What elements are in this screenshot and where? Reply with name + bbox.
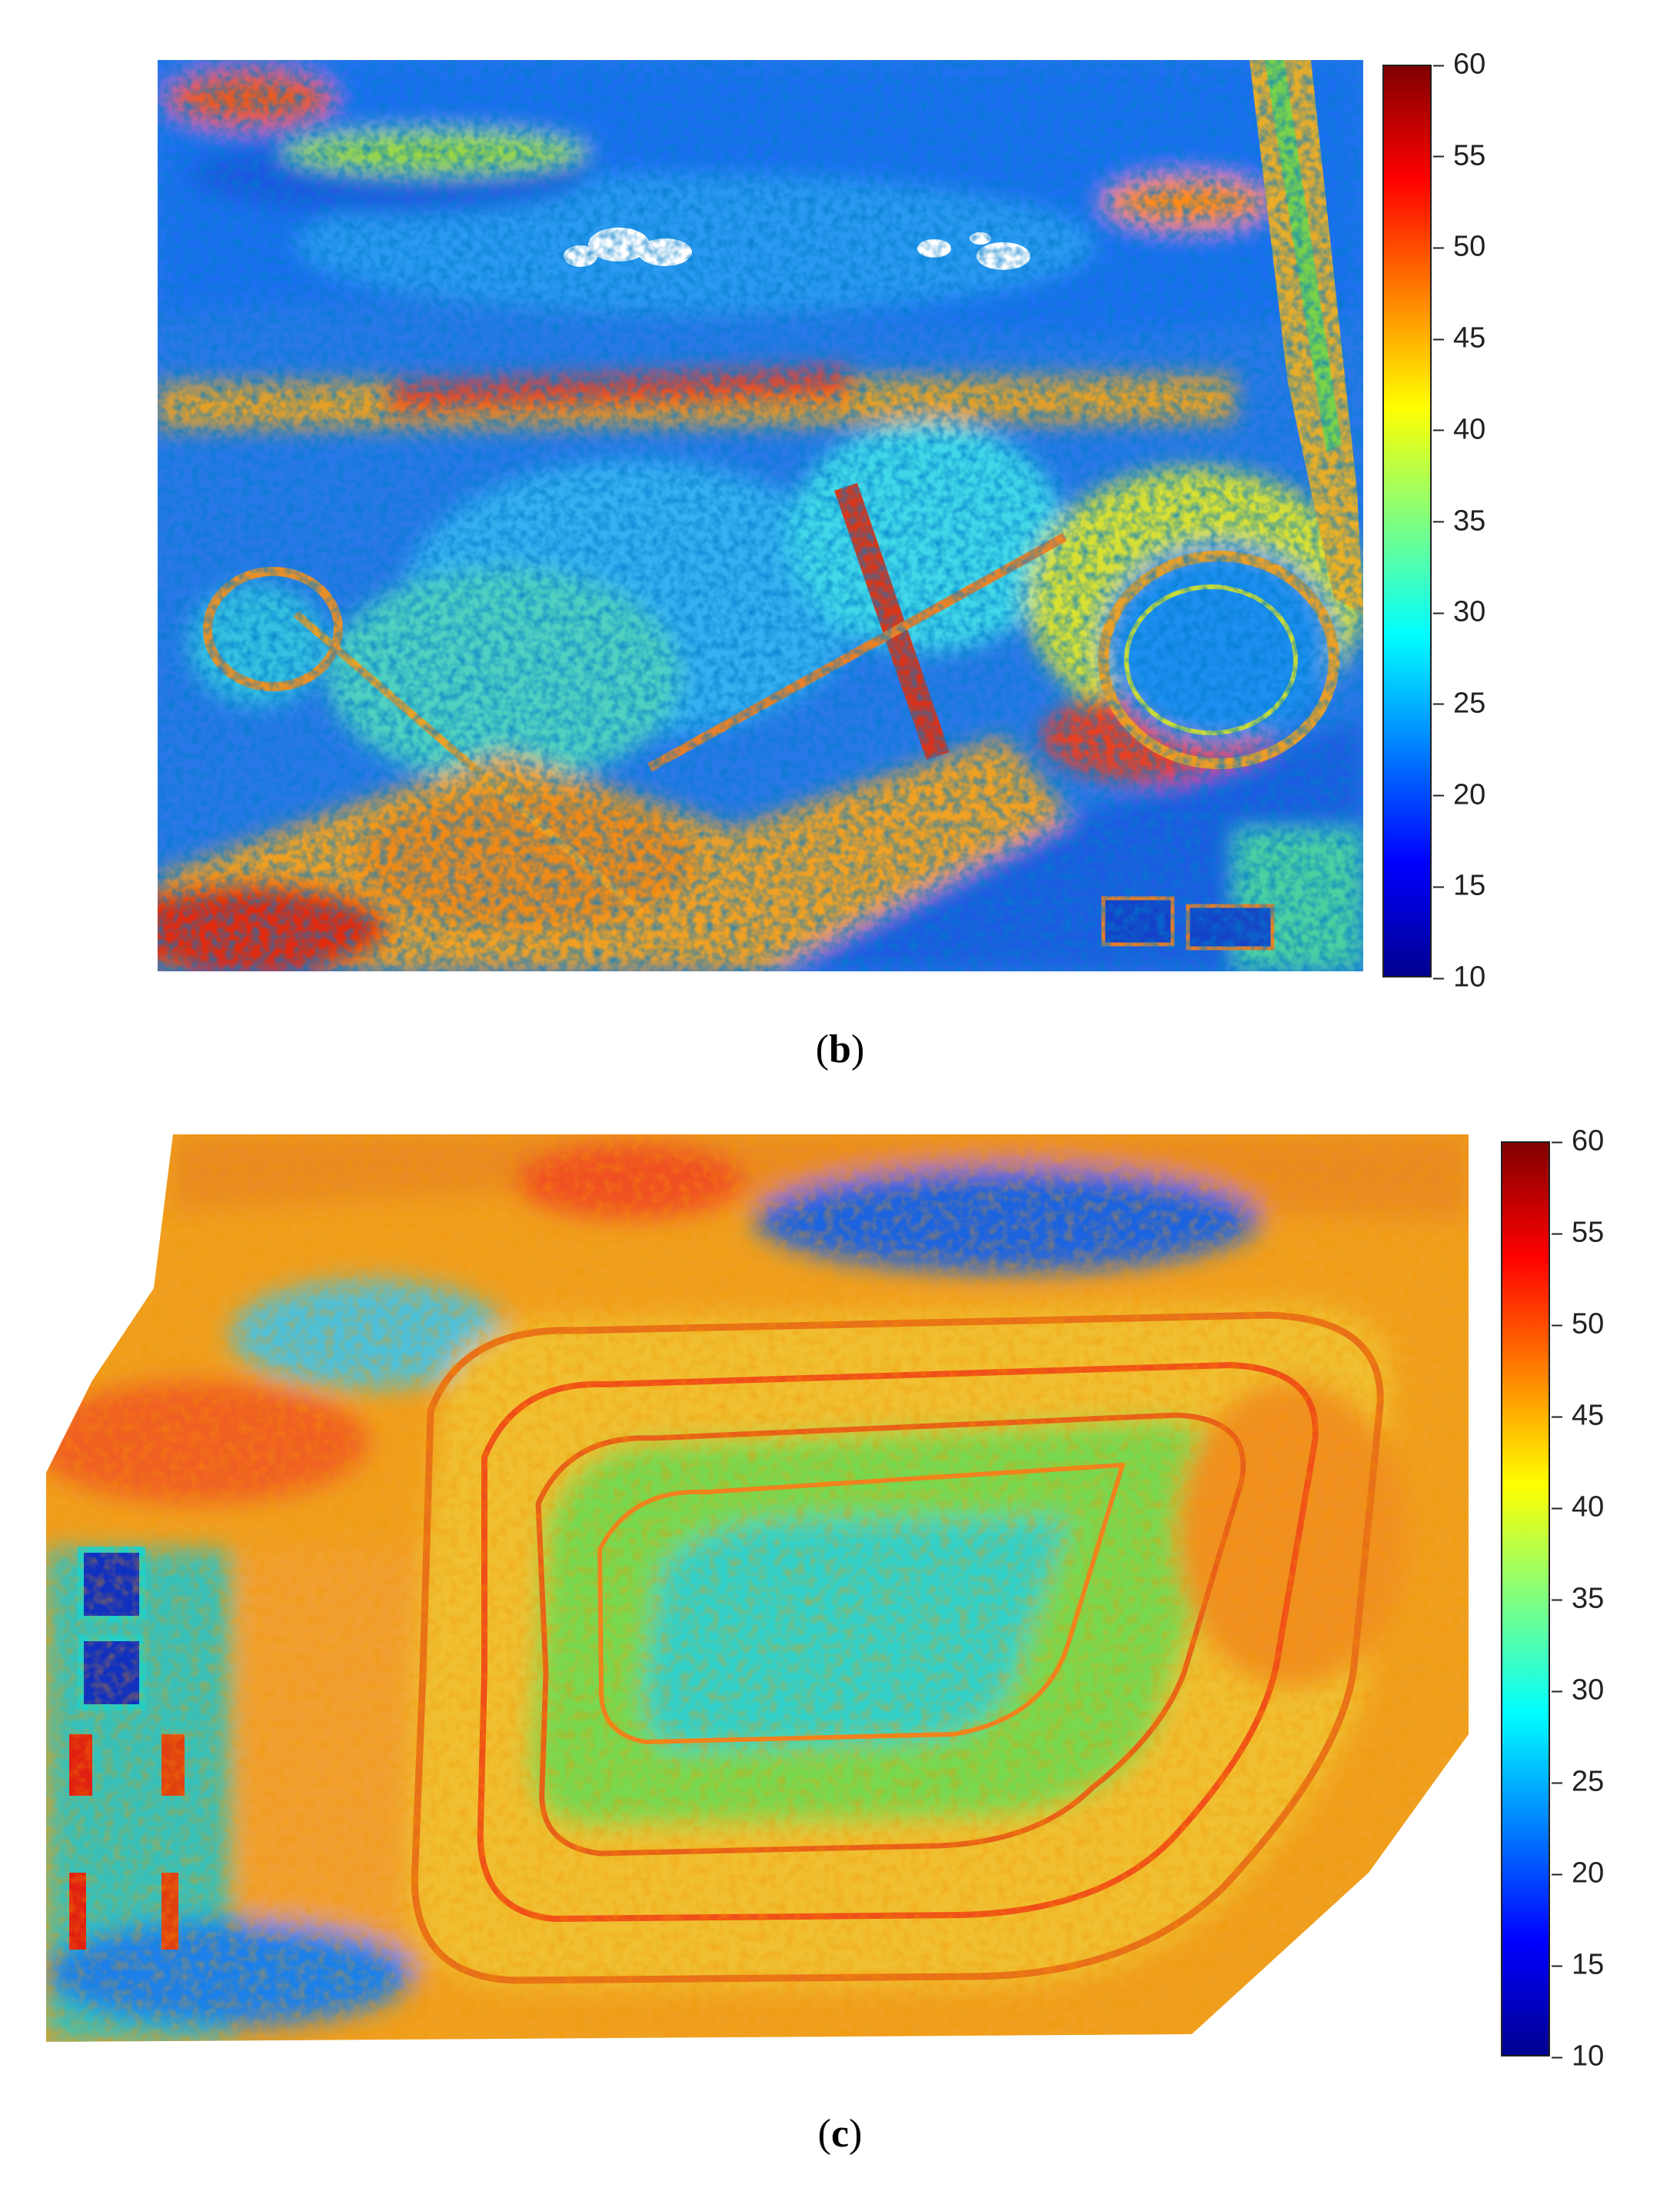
tick-label: 45	[1432, 321, 1486, 355]
tick-label: 25	[1432, 687, 1486, 720]
tick-label: 40	[1551, 1490, 1605, 1524]
tick-label: 25	[1551, 1765, 1605, 1798]
colorbar-b	[1382, 65, 1432, 977]
tick-label: 60	[1551, 1124, 1605, 1157]
thermal-image-c	[46, 1134, 1469, 2042]
tick-label: 55	[1432, 139, 1486, 172]
tick-label: 45	[1551, 1399, 1605, 1432]
tick-label: 10	[1551, 2040, 1605, 2073]
caption-paren-close: )	[849, 2112, 863, 2156]
tick-label: 20	[1432, 778, 1486, 811]
tick-label: 50	[1432, 230, 1486, 263]
caption-paren-open: (	[815, 1027, 830, 1071]
thermal-map-b	[158, 60, 1363, 971]
colorbar-ticks-b: 60 55 50 45 40 35 30 25 20 15 10	[1432, 48, 1545, 994]
tick-label: 15	[1432, 869, 1486, 902]
tick-label: 15	[1551, 1948, 1605, 1981]
tick-label: 20	[1551, 1857, 1605, 1890]
tick-label: 35	[1432, 505, 1486, 537]
tick-label: 30	[1551, 1673, 1605, 1707]
tick-label: 50	[1551, 1307, 1605, 1340]
colorbar-c	[1501, 1141, 1550, 2056]
tick-label: 30	[1432, 595, 1486, 628]
thermal-image-b	[158, 60, 1363, 971]
caption-b: (b)	[0, 1027, 1680, 1072]
tick-label: 10	[1432, 961, 1486, 994]
thermal-map-c	[46, 1134, 1469, 2042]
tick-label: 35	[1551, 1582, 1605, 1615]
caption-paren-open: (	[817, 2112, 831, 2156]
caption-paren-close: )	[850, 1027, 865, 1071]
caption-c: (c)	[0, 2111, 1680, 2156]
tick-label: 40	[1432, 413, 1486, 446]
caption-letter: c	[830, 2112, 850, 2156]
caption-letter: b	[829, 1027, 851, 1071]
tick-label: 60	[1432, 48, 1486, 81]
tick-label: 55	[1551, 1216, 1605, 1249]
colorbar-ticks-c: 60 55 50 45 40 35 30 25 20 15 10	[1551, 1125, 1664, 2073]
